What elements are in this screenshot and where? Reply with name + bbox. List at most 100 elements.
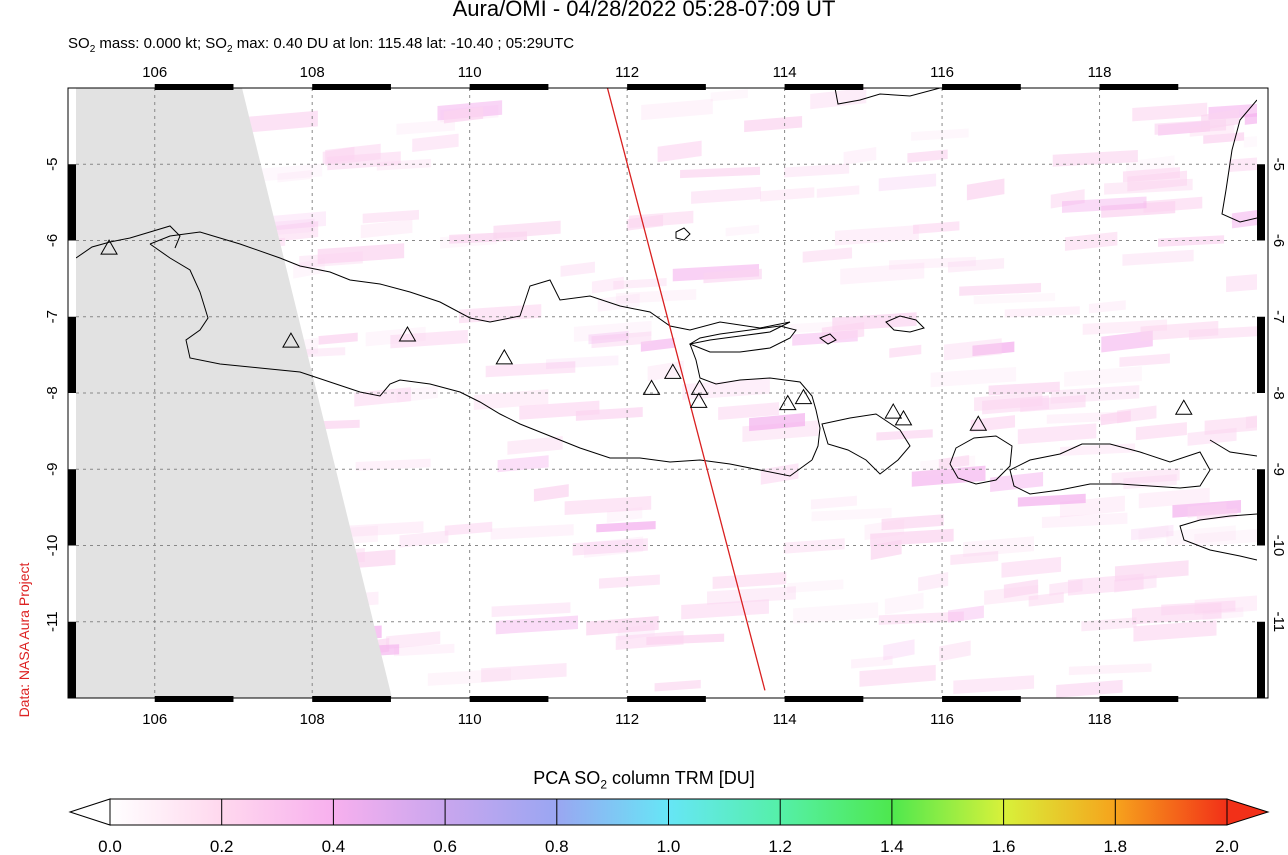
so2-pixel <box>1161 600 1236 616</box>
so2-pixel <box>920 455 976 477</box>
so2-pixel <box>1081 617 1137 632</box>
colorbar-min-triangle <box>68 798 111 826</box>
lon-label-bottom: 108 <box>300 711 325 728</box>
so2-pixel <box>1003 579 1039 599</box>
so2-pixel <box>412 133 459 153</box>
right-frame-bar <box>1257 469 1265 546</box>
so2-pixel <box>870 539 902 561</box>
so2-pixel <box>1201 109 1240 131</box>
left-frame-bar <box>68 164 76 241</box>
lon-label-bottom: 106 <box>142 711 167 728</box>
lon-label-bottom: 116 <box>930 711 954 728</box>
volcano-icon <box>663 363 682 379</box>
coast-kalimantan <box>834 88 941 105</box>
so2-pixel <box>816 185 860 198</box>
so2-pixel <box>744 115 803 133</box>
lat-label-left: -6 <box>44 234 61 247</box>
so2-pixel <box>988 381 1060 396</box>
so2-pixel <box>680 166 761 179</box>
coast-kangean <box>885 315 925 333</box>
so2-pixel <box>1202 607 1244 621</box>
colorbar-label-sub: 2 <box>600 777 607 792</box>
lon-label-top: 106 <box>142 64 167 81</box>
bottom-frame-bar <box>1099 696 1179 702</box>
colorbar-tick-label: 1.8 <box>1103 837 1127 855</box>
top-frame-bar <box>627 84 706 90</box>
coast-java-south <box>149 243 813 477</box>
so2-pixel <box>784 163 850 178</box>
lat-label-right: -8 <box>1270 386 1287 399</box>
lat-label-left: -10 <box>44 535 61 557</box>
so2-pixel <box>598 574 660 589</box>
so2-pixel <box>864 518 905 541</box>
so2-pixel <box>1046 411 1130 424</box>
so2-pixel <box>1189 123 1235 137</box>
so2-pixel <box>972 341 1015 357</box>
so2-pixel <box>629 210 694 229</box>
so2-pixel <box>318 332 358 345</box>
so2-pixel <box>258 163 323 182</box>
so2-pixel <box>390 329 468 349</box>
volcano-icon <box>282 332 300 348</box>
lon-label-bottom: 114 <box>773 711 797 728</box>
bottom-frame-bar <box>469 696 549 702</box>
so2-pixel <box>1140 320 1219 341</box>
so2-pixel <box>787 579 844 593</box>
colorbar-label-suffix: column TRM [DU] <box>607 768 755 788</box>
lat-label-right: -10 <box>1270 535 1287 557</box>
volcano-icon <box>642 379 661 395</box>
lon-label-top: 116 <box>930 64 954 81</box>
so2-pixel <box>1228 157 1257 173</box>
so2-summary-prefix: SO <box>68 35 90 52</box>
so2-pixel <box>1041 512 1128 529</box>
so2-pixel <box>821 322 865 343</box>
so2-pixel <box>597 293 640 312</box>
top-frame-bar <box>154 84 234 90</box>
so2-summary-suffix: max: 0.40 DU at lon: 115.48 lat: -10.40 … <box>232 35 575 52</box>
so2-pixel <box>1101 330 1153 353</box>
so2-pixel <box>1158 235 1225 247</box>
so2-pixel <box>1245 415 1257 429</box>
so2-pixel <box>843 146 877 166</box>
so2-pixel <box>889 256 976 270</box>
lon-label-bottom: 110 <box>458 711 482 728</box>
so2-pixel <box>950 550 999 566</box>
so2-pixel <box>802 247 853 263</box>
colorbar-label-prefix: PCA SO <box>533 768 601 788</box>
colorbar-tick-label: 0.2 <box>210 837 234 855</box>
so2-pixel <box>1131 524 1174 541</box>
so2-pixel <box>443 106 484 124</box>
so2-pixel <box>519 400 600 420</box>
so2-pixel <box>591 276 624 294</box>
volcano-icon <box>100 239 118 255</box>
so2-pixel <box>1056 679 1123 698</box>
lat-label-left: -8 <box>44 386 61 399</box>
so2-pixel <box>876 429 933 441</box>
so2-pixel <box>1101 200 1176 218</box>
volcano-icon <box>778 394 797 411</box>
so2-pixel <box>640 337 675 352</box>
so2-pixel <box>884 592 924 615</box>
so2-pixel <box>953 675 1035 695</box>
so2-pixel <box>749 412 806 432</box>
so2-pixel <box>493 220 561 239</box>
volcano-markers <box>100 239 1193 431</box>
so2-pixel <box>783 538 845 554</box>
so2-pixel <box>1243 136 1257 148</box>
so2-pixel <box>355 458 431 471</box>
so2-pixel <box>707 586 796 605</box>
lat-label-right: -5 <box>1270 158 1287 171</box>
top-frame-bar <box>1099 84 1179 90</box>
so2-pixel <box>1135 422 1187 441</box>
volcano-icon <box>1174 399 1193 415</box>
so2-pixel <box>1138 487 1210 509</box>
so2-pixel <box>1226 274 1257 293</box>
so2-pixel <box>851 655 893 669</box>
so2-pixel <box>913 221 960 235</box>
colorbar-label: PCA SO2 column TRM [DU] <box>0 768 1288 792</box>
so2-pixel <box>725 224 760 237</box>
so2-pixel <box>1194 528 1257 547</box>
so2-pixel <box>990 471 1044 492</box>
so2-pixel <box>1064 231 1118 251</box>
so2-pixel <box>691 186 761 204</box>
